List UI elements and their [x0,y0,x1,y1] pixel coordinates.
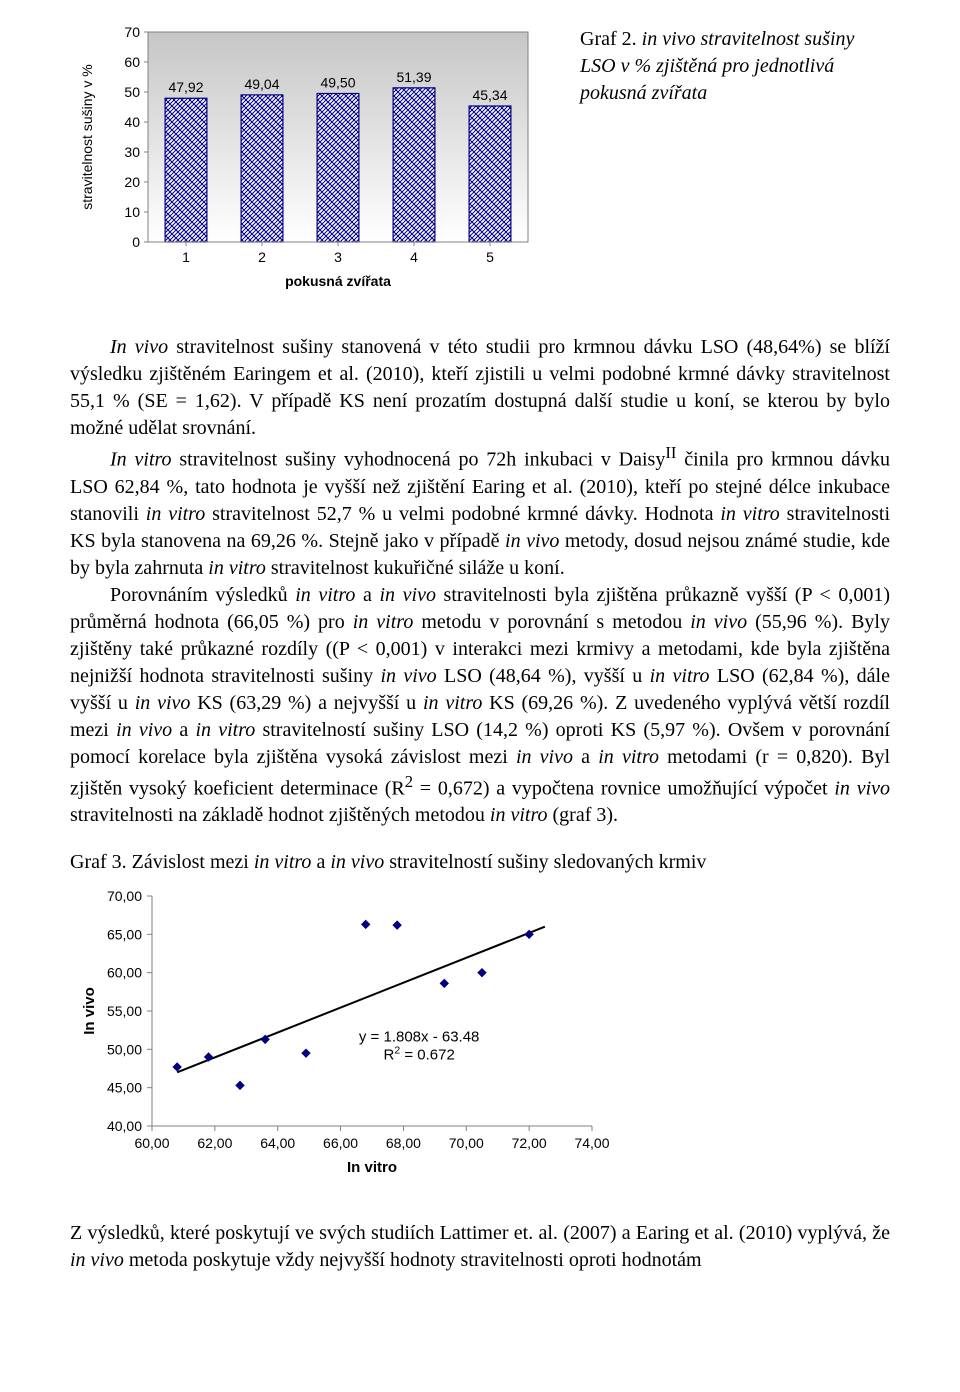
svg-text:49,04: 49,04 [244,76,279,92]
svg-text:66,00: 66,00 [323,1135,358,1151]
svg-text:In vitro: In vitro [347,1159,397,1176]
p3-t6: LSO (48,64 %), vyšší u [437,665,650,687]
g3-i1: in vitro [254,851,312,873]
p3-t10: a [172,719,195,741]
g3-t3: stravitelností sušiny sledovaných krmiv [384,851,706,873]
pb-i1: in vivo [70,1249,124,1271]
svg-text:45,34: 45,34 [472,87,507,103]
p3-t14: = 0,672) a vypočtena rovnice umožňující … [413,777,834,799]
g3-t1: Graf 3. Závislost mezi [70,851,254,873]
p3-i4: in vivo [690,611,747,633]
svg-text:40: 40 [124,114,140,130]
svg-text:5: 5 [486,249,494,265]
p3-i10: in vitro [195,719,255,741]
svg-text:62,00: 62,00 [197,1135,232,1151]
bar-chart-svg: 0 10 20 30 40 50 60 70 47,92 1 49,04 2 49,50 3 51,39 4 4… [70,20,550,310]
p3-i9: in vivo [116,719,172,741]
p3-i8: in vitro [423,692,482,714]
svg-text:64,00: 64,00 [260,1135,295,1151]
svg-text:49,50: 49,50 [320,75,355,91]
svg-text:70,00: 70,00 [107,888,142,904]
svg-text:60,00: 60,00 [134,1135,169,1151]
p3-i14: in vitro [490,804,548,826]
p3-t2: a [355,584,379,606]
p2-i1: In vitro [110,449,172,471]
scatter-chart: 40,00 45,00 50,00 55,00 60,00 65,00 70,00 60,00… [70,882,630,1192]
p3-t1: Porovnáním výsledků [110,584,295,606]
p3-t16: (graf 3). [548,804,619,826]
svg-text:70,00: 70,00 [449,1135,484,1151]
p2-i3: in vitro [720,503,779,525]
paragraph-bottom: Z výsledků, které poskytují ve svých stu… [70,1220,890,1274]
pb-t2: metoda poskytuje vždy nejvyšší hodnoty s… [124,1249,702,1271]
g3-t2: a [311,851,330,873]
svg-text:2: 2 [258,249,266,265]
svg-text:72,00: 72,00 [512,1135,547,1151]
svg-text:47,92: 47,92 [168,79,203,95]
svg-text:74,00: 74,00 [574,1135,609,1151]
svg-text:stravitelnost sušiny v %: stravitelnost sušiny v % [79,64,95,210]
p3-i1: in vitro [295,584,355,606]
top-row: 0 10 20 30 40 50 60 70 47,92 1 49,04 2 49,50 3 51,39 4 4… [70,20,890,310]
svg-text:y = 1.808x - 63.48: y = 1.808x - 63.48 [359,1029,480,1046]
p3-i5: in vivo [380,665,436,687]
p3-t4: metodu v porovnání s metodou [413,611,690,633]
bar-chart-caption: Graf 2. in vivo stravitelnost sušiny LSO… [580,20,890,107]
svg-text:60,00: 60,00 [107,965,142,981]
svg-text:In vivo: In vivo [81,988,98,1036]
svg-text:R2 = 0.672: R2 = 0.672 [383,1045,454,1064]
p3-t15: stravitelnosti na základě hodnot zjištěn… [70,804,490,826]
scatter-caption: Graf 3. Závislost mezi in vitro a in viv… [70,851,890,874]
bar-chart: 0 10 20 30 40 50 60 70 47,92 1 49,04 2 49,50 3 51,39 4 4… [70,20,550,310]
p3-t12: a [573,746,598,768]
bar-chart-title: Graf 2. [580,28,637,50]
svg-text:50,00: 50,00 [107,1042,142,1058]
paragraph-1: In vivo stravitelnost sušiny stanovená v… [70,334,890,442]
p3-sup: 2 [405,772,413,791]
svg-text:1: 1 [182,249,190,265]
p2-t1: stravitelnost sušiny vyhodnocená po 72h … [172,449,666,471]
svg-text:70: 70 [124,24,140,40]
p2-t3: stravitelnost 52,7 % u velmi podobné krm… [205,503,720,525]
svg-text:50: 50 [124,84,140,100]
p3-i11: in vivo [516,746,573,768]
svg-text:51,39: 51,39 [396,69,431,85]
svg-text:65,00: 65,00 [107,927,142,943]
p3-i12: in vitro [598,746,659,768]
svg-text:55,00: 55,00 [107,1003,142,1019]
svg-text:4: 4 [410,249,418,265]
p1-italic1: In vivo [110,336,168,358]
svg-text:10: 10 [124,204,140,220]
paragraph-2: In vitro stravitelnost sušiny vyhodnocen… [70,442,890,582]
p3-i7: in vivo [135,692,191,714]
p2-i2: in vitro [146,503,205,525]
pb-t1: Z výsledků, které poskytují ve svých stu… [70,1222,890,1244]
p3-i2: in vivo [379,584,435,606]
paragraph-3: Porovnáním výsledků in vitro a in vivo s… [70,582,890,830]
p3-i6: in vitro [650,665,710,687]
svg-text:3: 3 [334,249,342,265]
svg-text:pokusná zvířata: pokusná zvířata [285,273,391,289]
body-text: In vivo stravitelnost sušiny stanovená v… [70,334,890,829]
p3-i3: in vitro [353,611,414,633]
g3-i2: in vivo [330,851,384,873]
p1-t1: stravitelnost sušiny stanovená v této st… [70,336,890,439]
p2-i4: in vivo [505,530,559,552]
p2-i5: in vitro [208,557,266,579]
svg-text:60: 60 [124,54,140,70]
scatter-chart-svg: 40,00 45,00 50,00 55,00 60,00 65,00 70,00 60,00… [70,882,630,1192]
p2-sup: II [665,443,676,462]
svg-text:40,00: 40,00 [107,1118,142,1134]
svg-text:20: 20 [124,174,140,190]
svg-text:68,00: 68,00 [386,1135,421,1151]
p2-t6: stravitelnost kukuřičné siláže u koní. [266,557,565,579]
p3-t8: KS (63,29 %) a nejvyšší u [190,692,423,714]
p3-i13: in vivo [834,777,890,799]
bottom-text: Z výsledků, které poskytují ve svých stu… [70,1220,890,1274]
svg-text:0: 0 [132,234,140,250]
svg-text:30: 30 [124,144,140,160]
svg-text:45,00: 45,00 [107,1080,142,1096]
